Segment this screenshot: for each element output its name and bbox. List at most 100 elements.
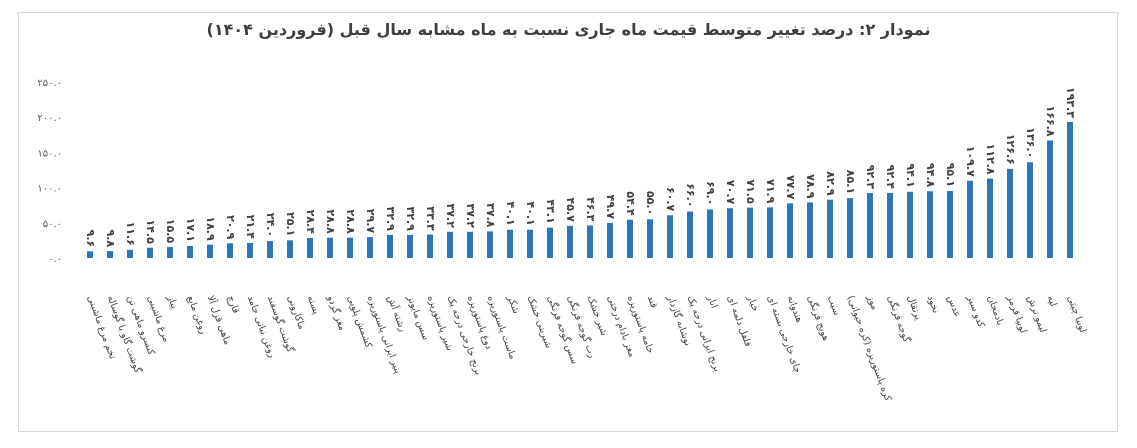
- bar: [267, 241, 273, 258]
- category-label: ماکارونی: [285, 294, 307, 331]
- bar: [207, 244, 213, 258]
- y-tick-label: ۵۰.۰: [43, 219, 62, 230]
- data-label: ۴۶.۳: [584, 197, 597, 222]
- data-label: ۷۱.۹: [764, 179, 777, 204]
- y-tick-label: ۱۰۰.۰: [37, 184, 62, 195]
- data-label: ۱۹۳.۳: [1064, 87, 1077, 118]
- bar: [987, 178, 993, 258]
- category-label: قند: [645, 294, 660, 309]
- bar: [447, 231, 453, 258]
- data-label: ۹۴.۸: [924, 163, 937, 188]
- data-label: ۴۹.۷: [604, 195, 617, 220]
- bar: [687, 211, 693, 258]
- data-label: ۸۲.۹: [824, 171, 837, 196]
- y-tick-label: ۱۵۰.۰: [37, 148, 62, 159]
- y-tick-label: ۲۰۰.۰: [37, 113, 62, 124]
- data-label: ۳۷.۲: [464, 203, 477, 228]
- bar: [607, 223, 613, 258]
- data-label: ۳۷.۸: [484, 203, 497, 228]
- bar: [747, 207, 753, 258]
- category-label: روغن مایع: [185, 294, 209, 336]
- data-label: ۴۳.۱: [544, 199, 557, 223]
- data-label: ۹۵.۱: [944, 163, 957, 187]
- y-tick-label: ۰.۰: [48, 254, 62, 265]
- data-label: ۳۳.۳: [424, 206, 437, 231]
- category-label: پرتقال: [905, 294, 924, 322]
- bar: [227, 243, 233, 258]
- bar: [767, 207, 773, 258]
- chart-title: نمودار ۲: درصد تغییر متوسط قیمت ماه جاری…: [206, 20, 931, 39]
- category-label: هندوانه: [785, 294, 805, 324]
- category-label: نخود: [925, 294, 941, 315]
- bar: [727, 208, 733, 258]
- data-label: ۷۰.۷: [724, 180, 737, 205]
- bar: [1027, 162, 1033, 258]
- data-label: ۵۴.۴: [624, 191, 637, 216]
- data-label: ۲۰.۹: [224, 215, 237, 240]
- bar: [247, 242, 253, 258]
- bar: [947, 191, 953, 258]
- bar: [347, 237, 353, 258]
- bar: [1067, 121, 1073, 258]
- y-tick-label: ۲۵۰.۰: [37, 78, 62, 89]
- category-label: کدو سبز: [964, 293, 986, 329]
- bar: [167, 247, 173, 258]
- bar: [787, 203, 793, 258]
- data-label: ۳۲.۹: [404, 207, 417, 232]
- category-label: خیار: [744, 293, 760, 313]
- bar: [927, 191, 933, 258]
- data-label: ۲۸.۴: [304, 210, 317, 235]
- data-label: ۷۱.۵: [744, 179, 757, 204]
- bar: [147, 247, 153, 258]
- bar: [847, 198, 853, 258]
- data-label: ۱۱۲.۸: [984, 144, 997, 175]
- data-label: ۱۰۹.۷: [964, 146, 977, 177]
- category-label: پسته: [305, 294, 322, 316]
- data-label: ۱۴.۵: [144, 219, 157, 244]
- data-label: ۵۵.۰: [644, 191, 657, 215]
- bar: [507, 229, 513, 258]
- data-label: ۱۳۶.۰: [1024, 127, 1037, 158]
- data-label: ۲۱.۴: [244, 215, 257, 240]
- bar: [527, 229, 533, 258]
- bar: [107, 251, 113, 258]
- data-label: ۱۸.۹: [204, 216, 217, 241]
- bar: [307, 238, 313, 258]
- data-label: ۹.۸: [104, 229, 117, 247]
- bar: [567, 225, 573, 258]
- data-label: ۲۸.۸: [324, 209, 337, 234]
- bar: [647, 219, 653, 258]
- data-label: ۲۸.۸: [344, 209, 357, 234]
- bar: [707, 209, 713, 258]
- bar: [667, 215, 673, 258]
- category-label: لوبیا چیتی: [1065, 294, 1089, 334]
- category-label: عدس: [945, 294, 963, 319]
- category-label: انار: [704, 293, 719, 310]
- data-label: ۴۰.۱: [504, 201, 517, 225]
- data-label: ۹۲.۳: [864, 165, 877, 190]
- bar: [467, 231, 473, 258]
- bar: [1047, 140, 1053, 258]
- bar: [1007, 168, 1013, 258]
- bar: [287, 240, 293, 258]
- data-label: ۳۲.۹: [384, 207, 397, 232]
- data-label: ۹۲.۴: [884, 165, 897, 190]
- data-label: ۷۷.۷: [784, 175, 797, 200]
- data-label: ۶۰.۷: [664, 187, 677, 212]
- data-label: ۹.۶: [84, 230, 97, 248]
- bar: [967, 180, 973, 258]
- bar: [827, 199, 833, 258]
- data-label: ۷۸.۹: [804, 174, 817, 199]
- bar: [87, 251, 93, 258]
- data-label: ۱۷.۱: [184, 218, 197, 242]
- category-label: پیاز: [164, 293, 179, 310]
- data-label: ۱۲۶.۶: [1004, 134, 1017, 165]
- category-label: کره پاستوریزه (کره حیوانی): [845, 294, 894, 403]
- category-label: لپه: [1045, 294, 1059, 308]
- data-label: ۶۹.۰: [704, 181, 717, 205]
- category-label: لوبیا قرمز: [1004, 293, 1028, 335]
- bar: [387, 234, 393, 258]
- category-label: مغز گردو: [324, 293, 348, 332]
- bar: [887, 192, 893, 258]
